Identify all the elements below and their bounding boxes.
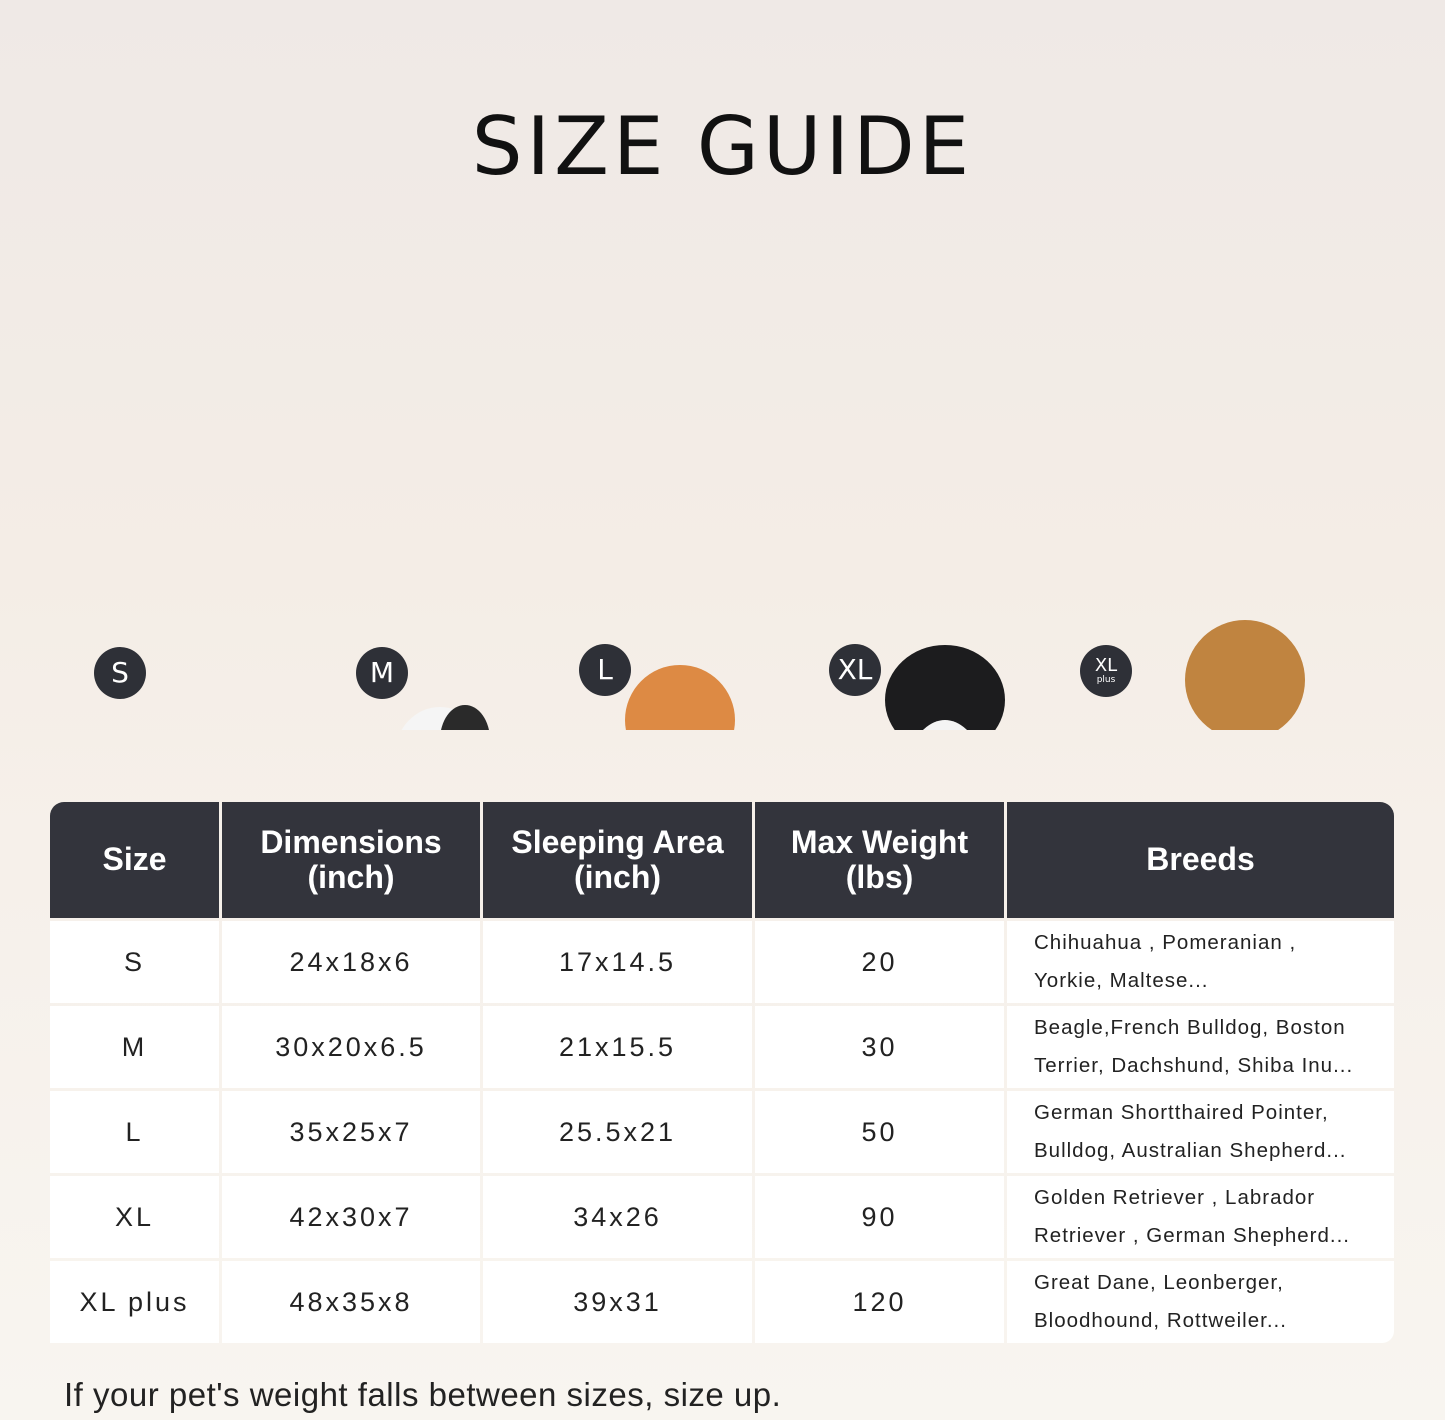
cell-breeds: German Shortthaired Pointer, Bulldog, Au…	[1007, 1091, 1394, 1173]
size-badge-xl: XL	[829, 644, 881, 696]
table-row: L 35x25x7 25.5x21 50 German Shortthaired Poi…	[50, 1091, 1394, 1173]
cell-max-weight: 30	[755, 1006, 1004, 1088]
dog-m-image	[401, 705, 489, 730]
table-row: XL 42x30x7 34x26 90 Golden Retriever , Labra…	[50, 1176, 1394, 1258]
cell-sleeping-area: 39x31	[483, 1261, 752, 1343]
cell-max-weight: 120	[755, 1261, 1004, 1343]
cell-size: M	[50, 1006, 219, 1088]
cell-size: XL	[50, 1176, 219, 1258]
header-size: Size	[50, 802, 219, 918]
cell-size: XL plus	[50, 1261, 219, 1343]
cell-breeds: Beagle,French Bulldog, Boston Terrier, D…	[1007, 1006, 1394, 1088]
cell-max-weight: 50	[755, 1091, 1004, 1173]
cell-dimensions: 48x35x8	[222, 1261, 480, 1343]
cell-max-weight: 20	[755, 921, 1004, 1003]
cell-size: L	[50, 1091, 219, 1173]
size-table: Size Dimensions (inch) Sleeping Area (in…	[50, 802, 1394, 1343]
page-title: SIZE GUIDE	[471, 100, 974, 193]
header-dimensions: Dimensions (inch)	[222, 802, 480, 918]
header-breeds: Breeds	[1007, 802, 1394, 918]
cell-breeds: Great Dane, Leonberger, Bloodhound, Rott…	[1007, 1261, 1394, 1343]
badge-label: XL	[1094, 655, 1118, 676]
badge-label: L	[597, 653, 613, 686]
dog-l-image	[625, 665, 735, 730]
cell-breeds: Chihuahua , Pomeranian , Yorkie, Maltese…	[1007, 921, 1394, 1003]
badge-label: S	[111, 656, 129, 689]
dog-xl-image	[885, 645, 1005, 730]
cell-dimensions: 24x18x6	[222, 921, 480, 1003]
cell-sleeping-area: 25.5x21	[483, 1091, 752, 1173]
table-row: M 30x20x6.5 21x15.5 30 Beagle,French Bulldog…	[50, 1006, 1394, 1088]
table-row: S 24x18x6 17x14.5 20 Chihuahua , Pomeranian …	[50, 921, 1394, 1003]
cell-sleeping-area: 34x26	[483, 1176, 752, 1258]
cell-size: S	[50, 921, 219, 1003]
badge-sub-label: plus	[1096, 675, 1116, 685]
dog-xlplus-image	[1185, 620, 1305, 730]
size-badge-l: L	[579, 644, 631, 696]
size-badge-xl-plus: XL plus	[1080, 645, 1132, 697]
cell-dimensions: 42x30x7	[222, 1176, 480, 1258]
cell-max-weight: 90	[755, 1176, 1004, 1258]
header-max-weight: Max Weight (lbs)	[755, 802, 1004, 918]
badge-label: M	[369, 656, 395, 689]
cell-sleeping-area: 21x15.5	[483, 1006, 752, 1088]
table-row: XL plus 48x35x8 39x31 120 Great Dane, Leonbe…	[50, 1261, 1394, 1343]
header-sleeping-area: Sleeping Area (inch)	[483, 802, 752, 918]
badge-label: XL	[837, 653, 873, 686]
size-badge-s: S	[94, 647, 146, 699]
cell-dimensions: 35x25x7	[222, 1091, 480, 1173]
size-up-note: If your pet's weight falls between sizes…	[64, 1376, 782, 1413]
cell-sleeping-area: 17x14.5	[483, 921, 752, 1003]
cell-dimensions: 30x20x6.5	[222, 1006, 480, 1088]
dog-lineup	[0, 300, 1445, 730]
table-header: Size Dimensions (inch) Sleeping Area (in…	[50, 802, 1394, 918]
size-badge-m: M	[356, 647, 408, 699]
cell-breeds: Golden Retriever , Labrador Retriever , …	[1007, 1176, 1394, 1258]
